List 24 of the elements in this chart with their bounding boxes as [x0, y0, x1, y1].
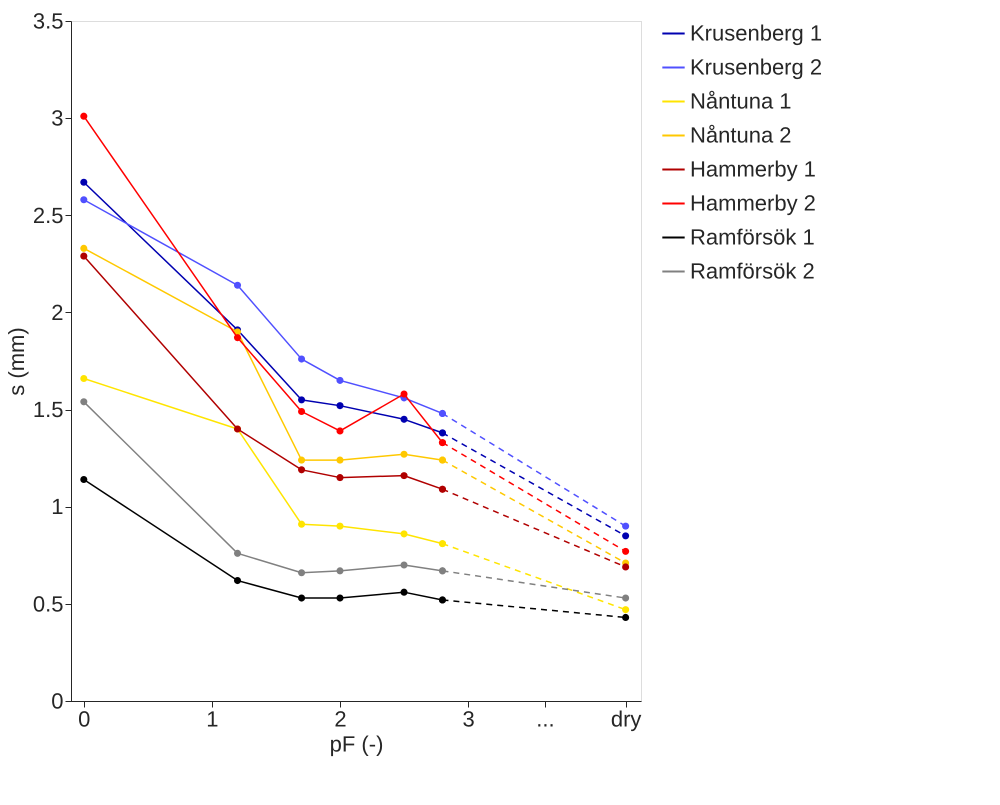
- legend-label: Krusenberg 2: [690, 54, 822, 80]
- y-tick-label: 3.5: [32, 8, 64, 34]
- y-tick-label: 0.5: [32, 591, 64, 616]
- legend-label: Hammerby 1: [690, 156, 816, 182]
- x-tick-label: dry: [610, 706, 642, 732]
- legend-label: Nåntuna 2: [690, 122, 792, 148]
- y-tick-label: 3: [51, 106, 64, 131]
- legend-label: Nåntuna 1: [690, 88, 792, 114]
- legend-label: Ramförsök 2: [690, 258, 815, 284]
- legend-label: Krusenberg 1: [690, 20, 822, 46]
- x-tick-label: 0: [78, 706, 90, 732]
- x-tick-label: 1: [206, 706, 219, 732]
- y-axis-title: s (mm): [4, 327, 29, 396]
- y-tick-label: 0: [51, 688, 64, 714]
- legend-label: Ramförsök 1: [690, 224, 815, 250]
- y-tick-label: 1.5: [32, 397, 64, 422]
- y-tick-label: 2.5: [32, 202, 64, 228]
- x-tick-label: 3: [462, 706, 475, 732]
- y-tick-label: 2: [51, 300, 64, 325]
- legend-label: Hammerby 2: [690, 190, 816, 216]
- x-axis-title: pF (-): [330, 732, 384, 756]
- x-tick-label: ...: [536, 706, 555, 732]
- y-tick-label: 1: [51, 494, 64, 520]
- x-tick-label: 2: [334, 706, 347, 732]
